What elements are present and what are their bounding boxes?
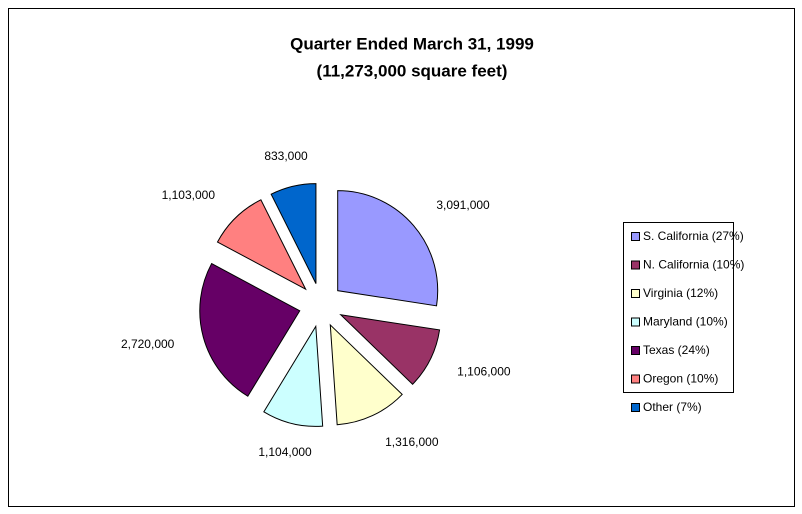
pie-slice — [263, 324, 324, 427]
legend-swatch — [631, 232, 640, 241]
pie-slice — [337, 190, 439, 307]
legend-swatch — [631, 289, 640, 298]
legend-swatch — [631, 317, 640, 327]
legend-swatch — [631, 403, 640, 412]
data-label: 2,720,000 — [121, 337, 175, 351]
data-label: 833,000 — [264, 149, 308, 163]
legend-label: N. California (10%) — [643, 258, 744, 272]
legend-swatch — [631, 260, 640, 270]
data-label: 1,316,000 — [385, 435, 439, 449]
data-label: 1,103,000 — [162, 188, 216, 202]
data-label: 3,091,000 — [436, 198, 490, 212]
data-label: 1,106,000 — [457, 365, 511, 379]
legend-label: Maryland (10%) — [643, 315, 728, 329]
legend-label: S. California (27%) — [643, 229, 744, 243]
legend-swatch — [631, 374, 640, 384]
pie-slice — [329, 323, 403, 426]
pie-slice — [270, 183, 317, 284]
pie-slice — [199, 262, 301, 397]
legend-label: Virginia (12%) — [643, 286, 718, 300]
legend-box — [623, 222, 734, 393]
legend-label: Texas (24%) — [643, 343, 710, 357]
legend-swatch — [631, 346, 640, 355]
pie-slice — [339, 314, 441, 385]
legend-label: Other (7%) — [643, 400, 702, 414]
chart-subtitle: (11,273,000 square feet) — [317, 61, 508, 80]
legend-label: Oregon (10%) — [643, 372, 718, 386]
chart-title: Quarter Ended March 31, 1999 — [290, 34, 534, 53]
data-label: 1,104,000 — [258, 445, 312, 459]
pie-slice — [216, 199, 307, 291]
